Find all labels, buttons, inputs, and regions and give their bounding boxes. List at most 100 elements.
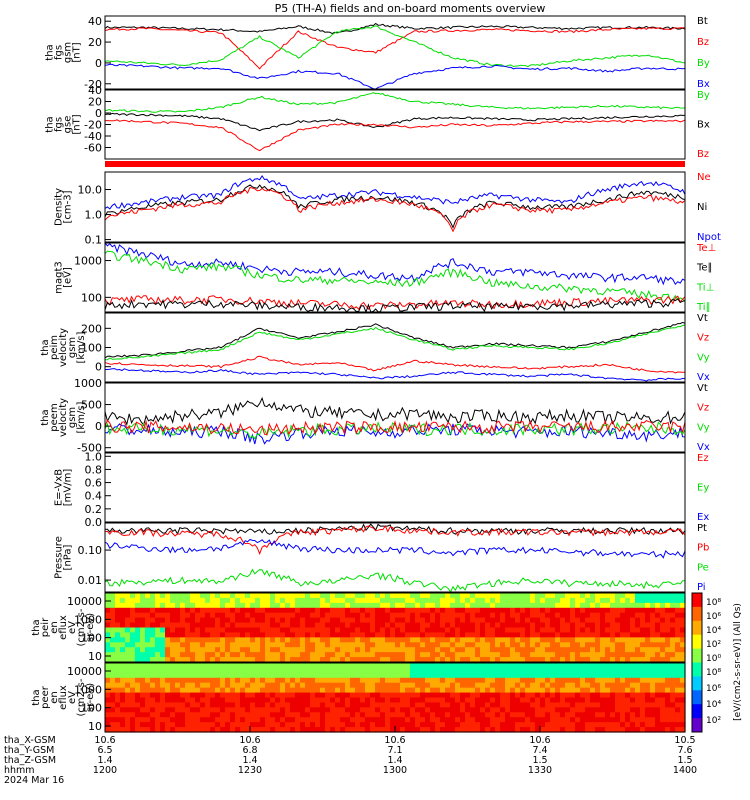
heatmap-cell	[365, 657, 371, 663]
heatmap-cell	[220, 692, 226, 699]
heatmap-cell	[255, 593, 261, 599]
heatmap-cell	[280, 632, 286, 638]
heatmap-cell	[240, 607, 246, 614]
heatmap-cell	[605, 652, 611, 658]
heatmap-cell	[350, 707, 356, 713]
heatmap-cell	[230, 692, 236, 699]
heatmap-cell	[175, 692, 181, 699]
heatmap-cell	[600, 667, 606, 674]
heatmap-cell	[145, 652, 151, 658]
heatmap-cell	[420, 677, 426, 684]
heatmap-cell	[415, 652, 421, 658]
heatmap-cell	[630, 657, 636, 663]
y-axis-label: tha	[45, 116, 56, 132]
heatmap-cell	[385, 702, 391, 708]
heatmap-cell	[340, 672, 346, 679]
heatmap-cell	[615, 622, 621, 629]
heatmap-cell	[370, 707, 376, 713]
y-tick-label: 0.10	[78, 544, 103, 557]
heatmap-cell	[600, 717, 606, 723]
heatmap-cell	[260, 697, 266, 704]
heatmap-cell	[265, 622, 271, 629]
heatmap-cell	[605, 607, 611, 614]
heatmap-cell	[680, 687, 686, 694]
heatmap-cell	[235, 707, 241, 713]
heatmap-cell	[640, 617, 646, 624]
heatmap-cell	[155, 717, 161, 723]
heatmap-cell	[290, 682, 296, 689]
heatmap-cell	[670, 687, 676, 694]
heatmap-cell	[370, 702, 376, 708]
panel-frame	[104, 312, 686, 383]
heatmap-cell	[405, 602, 411, 609]
heatmap-cell	[325, 687, 331, 694]
heatmap-cell	[420, 642, 426, 648]
heatmap-cell	[545, 663, 551, 669]
heatmap-cell	[670, 607, 676, 614]
heatmap-cell	[495, 682, 501, 689]
heatmap-cell	[445, 627, 451, 634]
x-tick-label: 1.5	[532, 755, 547, 766]
heatmap-cell	[240, 667, 246, 674]
y-axis-label: velocity	[58, 328, 69, 367]
heatmap-cell	[325, 647, 331, 653]
heatmap-cell	[640, 637, 646, 643]
colorbar-tick: 10⁰	[706, 654, 721, 664]
heatmap-cell	[470, 712, 476, 718]
heatmap-cell	[585, 632, 591, 638]
heatmap-cell	[600, 692, 606, 699]
heatmap-cell	[200, 657, 206, 663]
heatmap-cell	[625, 667, 631, 674]
heatmap-cell	[600, 632, 606, 638]
heatmap-cell	[235, 727, 241, 733]
heatmap-cell	[185, 612, 191, 619]
heatmap-cell	[610, 682, 616, 689]
heatmap-cell	[510, 602, 516, 609]
heatmap-cell	[665, 687, 671, 694]
heatmap-cell	[575, 672, 581, 679]
heatmap-cell	[500, 712, 506, 718]
heatmap-cell	[170, 593, 176, 599]
heatmap-cell	[345, 717, 351, 723]
heatmap-cell	[475, 672, 481, 679]
heatmap-cell	[175, 727, 181, 733]
heatmap-cell	[535, 672, 541, 679]
heatmap-cell	[480, 663, 486, 669]
heatmap-cell	[230, 593, 236, 599]
heatmap-cell	[335, 657, 341, 663]
heatmap-cell	[340, 702, 346, 708]
heatmap-cell	[420, 687, 426, 694]
heatmap-cell	[225, 607, 231, 614]
heatmap-cell	[155, 697, 161, 704]
heatmap-cell	[225, 597, 231, 604]
y-tick-label: 100	[81, 291, 102, 304]
heatmap-cell	[545, 602, 551, 609]
heatmap-cell	[290, 677, 296, 684]
heatmap-cell	[425, 642, 431, 648]
heatmap-cell	[105, 602, 111, 609]
heatmap-cell	[255, 637, 261, 643]
heatmap-cell	[330, 663, 336, 669]
heatmap-cell	[665, 612, 671, 619]
heatmap-cell	[210, 597, 216, 604]
heatmap-cell	[490, 652, 496, 658]
heatmap-cell	[345, 697, 351, 704]
heatmap-cell	[595, 722, 601, 728]
heatmap-cell	[120, 682, 126, 689]
heatmap-cell	[265, 593, 271, 599]
heatmap-cell	[275, 642, 281, 648]
series-line-3	[104, 419, 686, 436]
heatmap-cell	[380, 637, 386, 643]
heatmap-cell	[640, 727, 646, 733]
heatmap-cell	[240, 627, 246, 634]
heatmap-cell	[515, 642, 521, 648]
heatmap-cell	[415, 687, 421, 694]
heatmap-cell	[245, 687, 251, 694]
heatmap-cell	[655, 632, 661, 638]
heatmap-cell	[295, 617, 301, 624]
heatmap-cell	[330, 717, 336, 723]
heatmap-cell	[480, 597, 486, 604]
heatmap-cell	[410, 602, 416, 609]
heatmap-cell	[280, 672, 286, 679]
